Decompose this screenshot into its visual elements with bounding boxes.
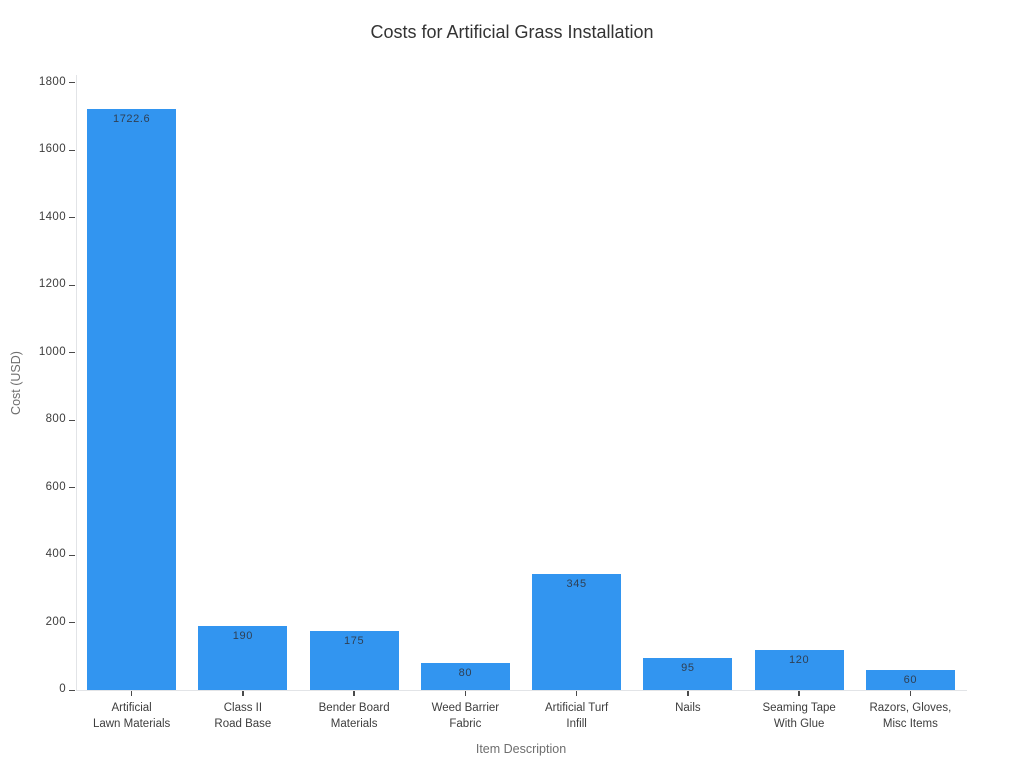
y-tick-mark (69, 487, 75, 488)
x-tick-mark (242, 691, 244, 696)
y-tick-label: 1400 (38, 210, 66, 223)
x-tick-label: Nails (675, 702, 701, 714)
x-tick-mark (687, 691, 689, 696)
bar-value-label: 95 (681, 661, 695, 674)
y-tick-mark (69, 82, 75, 83)
y-tick-label: 400 (45, 548, 66, 560)
x-tick-label: Weed Barrier Fabric (431, 702, 500, 730)
y-tick-mark (69, 622, 75, 623)
bar-value-label: 1722.6 (113, 112, 151, 125)
y-tick-mark (69, 284, 75, 286)
bar-value-label: 345 (566, 577, 587, 590)
bar-value-label: 190 (232, 629, 253, 642)
bar (198, 625, 288, 690)
bar-value-label: 120 (789, 653, 810, 666)
x-tick-mark (464, 691, 467, 696)
y-tick-label: 1200 (38, 278, 66, 290)
x-tick-mark (130, 691, 133, 696)
y-tick-label: 1000 (38, 345, 66, 358)
x-tick-label: Artificial Turf Infill (544, 702, 609, 730)
x-tick-label: Bender Board Materials (318, 702, 390, 730)
bar (865, 669, 955, 690)
y-tick-mark (69, 217, 75, 218)
x-tick-mark (798, 691, 800, 696)
y-tick-mark (69, 689, 75, 691)
bar (532, 573, 622, 690)
bar (87, 108, 177, 690)
x-tick-mark (353, 691, 355, 696)
y-tick-label: 1800 (38, 75, 66, 88)
bar-value-label: 80 (458, 667, 473, 679)
chart-title: Costs for Artificial Grass Installation (370, 22, 654, 42)
x-tick-label: Artificial Lawn Materials (92, 702, 171, 730)
bar (420, 663, 510, 690)
bar (309, 630, 399, 690)
x-tick-label: Seaming Tape With Glue (762, 702, 836, 730)
x-axis-title: Item Description (475, 742, 567, 756)
y-tick-label: 800 (45, 413, 66, 425)
x-tick-mark (909, 691, 912, 696)
y-tick-label: 1600 (38, 143, 66, 155)
bar (754, 649, 844, 690)
y-tick-label: 0 (59, 683, 66, 695)
y-tick-label: 200 (45, 615, 66, 628)
x-tick-mark (575, 691, 578, 696)
y-axis-title: Cost (USD) (9, 351, 23, 415)
y-tick-mark (69, 419, 75, 421)
y-tick-mark (69, 149, 75, 151)
x-tick-label: Razors, Gloves, Misc Items (869, 702, 952, 730)
bar-value-label: 60 (903, 673, 918, 686)
bar-value-label: 175 (344, 634, 365, 647)
x-tick-label: Class II Road Base (214, 702, 272, 730)
y-tick-mark (69, 352, 75, 353)
y-tick-label: 600 (45, 480, 66, 493)
y-tick-mark (69, 554, 75, 556)
plot-area (76, 75, 967, 691)
bar (643, 657, 733, 690)
